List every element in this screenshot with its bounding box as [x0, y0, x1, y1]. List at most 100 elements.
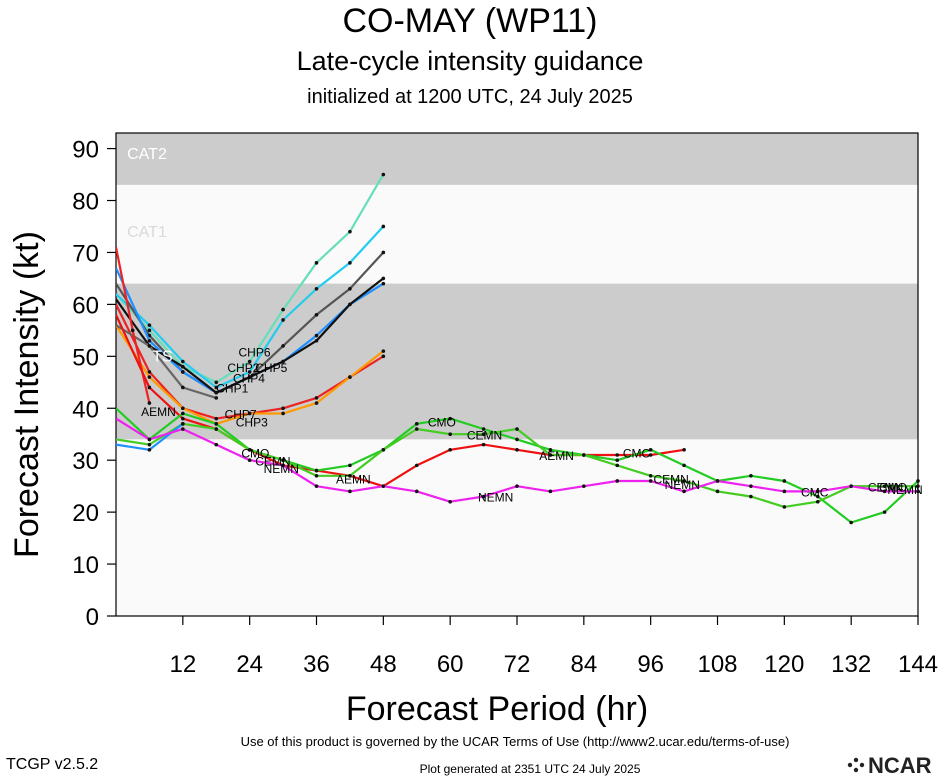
series-point — [381, 224, 386, 229]
series-point — [448, 499, 452, 504]
series-point — [414, 489, 419, 494]
y-tick-label: 60 — [72, 292, 99, 319]
y-tick-label: 70 — [72, 240, 99, 267]
series-point — [147, 442, 152, 447]
series-point — [481, 432, 486, 437]
series-point — [582, 453, 586, 457]
series-point — [181, 427, 185, 431]
model-label: NEMN — [264, 462, 299, 476]
series-point — [281, 359, 285, 364]
init-time: initialized at 1200 UTC, 24 July 2025 — [307, 86, 633, 108]
series-point — [615, 479, 620, 483]
series-point — [214, 390, 219, 395]
series-point — [916, 479, 920, 483]
y-tick-label: 30 — [72, 448, 99, 475]
y-tick-label: 50 — [72, 344, 99, 371]
x-tick-label: 144 — [898, 651, 938, 678]
model-label: AEMN — [539, 449, 574, 463]
series-point — [715, 489, 720, 494]
series-point — [648, 448, 653, 452]
series-point — [281, 458, 285, 462]
series-point — [147, 437, 152, 442]
series-point — [214, 416, 219, 421]
model-label: CMO — [879, 480, 907, 494]
series-point — [815, 499, 820, 504]
series-point — [181, 385, 185, 390]
x-tick-label: 48 — [370, 651, 397, 678]
series-point — [782, 489, 787, 494]
model-label: CMC — [623, 447, 651, 461]
category-label: CAT1 — [127, 224, 167, 241]
series-point — [348, 229, 352, 234]
series-point — [348, 302, 352, 307]
series-point — [381, 281, 386, 286]
series-point — [281, 406, 285, 411]
series-point — [181, 422, 185, 426]
x-tick-label: 24 — [236, 651, 263, 678]
series-point — [715, 479, 720, 483]
series-point — [281, 307, 285, 312]
series-point — [515, 448, 519, 452]
series-point — [247, 411, 252, 416]
series-point — [582, 484, 586, 488]
series-point — [214, 380, 219, 385]
series-point — [515, 437, 519, 442]
series-point — [281, 411, 285, 416]
series-point — [381, 354, 386, 359]
x-tick-label: 120 — [764, 651, 804, 678]
series-point — [548, 453, 553, 457]
series-point — [815, 489, 820, 494]
series-point — [515, 427, 519, 431]
series-point — [247, 458, 252, 462]
series-point — [682, 448, 686, 452]
series-point — [281, 318, 285, 322]
series-point — [314, 312, 319, 317]
category-band — [116, 439, 918, 616]
series-point — [314, 338, 319, 343]
series-point — [414, 422, 419, 426]
series-point — [515, 484, 519, 488]
series-point — [381, 448, 386, 452]
y-tick-label: 0 — [86, 604, 99, 631]
series-point — [448, 448, 452, 452]
series-point — [916, 489, 920, 494]
model-label: CMC — [801, 486, 829, 500]
category-band — [116, 184, 918, 284]
x-tick-label: 60 — [437, 651, 464, 678]
generated-time: Plot generated at 2351 UTC 24 July 2025 — [419, 762, 641, 776]
series-point — [348, 463, 352, 468]
x-tick-label: 36 — [303, 651, 330, 678]
series-point — [615, 453, 620, 457]
series-point — [682, 479, 686, 483]
series-point — [481, 427, 486, 431]
series-point — [147, 448, 152, 452]
category-label: CAT2 — [127, 146, 167, 163]
x-tick-label: 72 — [504, 651, 531, 678]
series-point — [648, 473, 653, 478]
model-label: CHP3 — [236, 415, 268, 429]
series-point — [381, 349, 386, 353]
series-point — [181, 370, 185, 374]
model-label: CEMN — [255, 454, 290, 468]
series-point — [782, 479, 787, 483]
category-label: TS — [152, 349, 172, 366]
series-point — [615, 463, 620, 468]
x-tick-label: 132 — [831, 651, 871, 678]
model-label: CHP1 — [216, 382, 248, 396]
series-point — [448, 416, 452, 421]
series-point — [181, 364, 185, 369]
series-point — [548, 448, 553, 452]
y-axis-label: Forecast Intensity (kt) — [8, 231, 46, 558]
series-point — [882, 484, 887, 488]
ncar-logo: NCAR — [847, 753, 932, 778]
series-point — [147, 328, 152, 333]
series-point — [247, 359, 252, 364]
series-point — [181, 406, 185, 411]
series-point — [448, 432, 452, 437]
version-label: TCGP v2.5.2 — [6, 756, 99, 773]
series-point — [682, 463, 686, 468]
series-point — [247, 370, 252, 374]
series-point — [481, 494, 486, 499]
chart-subtitle: Late-cycle intensity guidance — [296, 46, 644, 76]
